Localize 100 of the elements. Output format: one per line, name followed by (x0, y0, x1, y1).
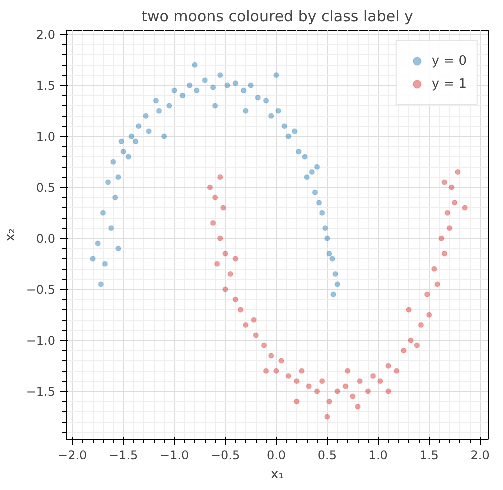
point (316, 200, 322, 206)
point (166, 102, 172, 109)
point (292, 128, 298, 134)
y-tick-label: 0.5 (36, 181, 56, 196)
point (132, 138, 139, 145)
y-tick-label: 1.0 (36, 130, 56, 144)
point (222, 286, 229, 293)
y-tick-label: −1.0 (26, 334, 56, 348)
point (194, 88, 200, 94)
chart-title: two moons coloured by class label y (142, 8, 414, 26)
point (324, 414, 330, 420)
point (312, 190, 318, 196)
x-tick-label: 1.5 (420, 448, 439, 462)
point (268, 113, 274, 120)
y-tick-label: 0.0 (36, 232, 56, 246)
y-tick-label: −1.5 (26, 385, 56, 400)
point (276, 108, 282, 114)
point (444, 210, 451, 216)
point (217, 72, 224, 78)
legend-label: y = 0 (432, 54, 467, 68)
point (161, 134, 168, 140)
point (253, 332, 260, 338)
point (462, 204, 468, 211)
point (102, 261, 108, 268)
point (222, 250, 229, 257)
point (118, 138, 125, 145)
point (98, 281, 104, 288)
point (126, 154, 132, 160)
point (268, 352, 274, 359)
point (242, 108, 249, 114)
point (386, 388, 392, 395)
x-tick-label: 0.0 (266, 448, 286, 462)
point (446, 225, 453, 232)
legend-label: y = 1 (432, 76, 467, 92)
point (334, 281, 341, 288)
x-tick-label: 2.0 (470, 448, 490, 462)
point (330, 292, 337, 298)
point (143, 113, 150, 120)
point (212, 102, 218, 109)
point (192, 62, 198, 68)
point (210, 84, 216, 91)
point (434, 281, 441, 288)
point (298, 368, 305, 374)
point (319, 210, 326, 216)
point (344, 368, 351, 374)
point (202, 77, 208, 84)
point (112, 194, 118, 201)
point (232, 256, 239, 262)
point (414, 342, 420, 349)
point (248, 82, 254, 89)
point (431, 266, 438, 272)
point (324, 236, 330, 242)
point (454, 169, 461, 176)
point (263, 98, 270, 104)
point (418, 322, 424, 328)
point (286, 134, 292, 140)
point (342, 383, 349, 390)
point (355, 404, 362, 410)
point (220, 204, 226, 211)
point (424, 292, 430, 298)
point (232, 80, 239, 87)
point (286, 373, 292, 380)
point (228, 271, 234, 278)
point (400, 348, 407, 354)
point (386, 363, 392, 370)
point (350, 394, 356, 400)
point (90, 256, 96, 262)
point (207, 184, 214, 191)
point (273, 368, 280, 374)
point (309, 169, 316, 176)
y-axis-title: x₂ (3, 228, 18, 242)
point (442, 250, 448, 257)
point (255, 94, 262, 101)
y-tick-label: 2.0 (36, 28, 56, 42)
point (172, 88, 178, 94)
point (306, 383, 312, 390)
x-tick-label: −2.0 (58, 448, 88, 462)
point (115, 246, 122, 252)
point (115, 174, 122, 180)
point (296, 148, 302, 155)
point (242, 322, 249, 328)
point (263, 368, 270, 374)
x-axis-title: x₁ (271, 468, 284, 482)
point (180, 92, 186, 99)
point (146, 128, 152, 134)
point (319, 378, 326, 384)
point (294, 378, 300, 384)
y-tick-label: 1.5 (36, 79, 56, 94)
point (294, 398, 300, 405)
point (326, 250, 332, 257)
point (426, 312, 432, 318)
point (370, 373, 376, 380)
point (394, 368, 400, 374)
point (332, 271, 339, 278)
x-tick-label: −1.0 (160, 448, 190, 462)
point (314, 388, 320, 395)
point (302, 154, 308, 160)
x-tick-label: 0.5 (318, 448, 337, 462)
point (261, 342, 268, 349)
point (224, 82, 231, 89)
